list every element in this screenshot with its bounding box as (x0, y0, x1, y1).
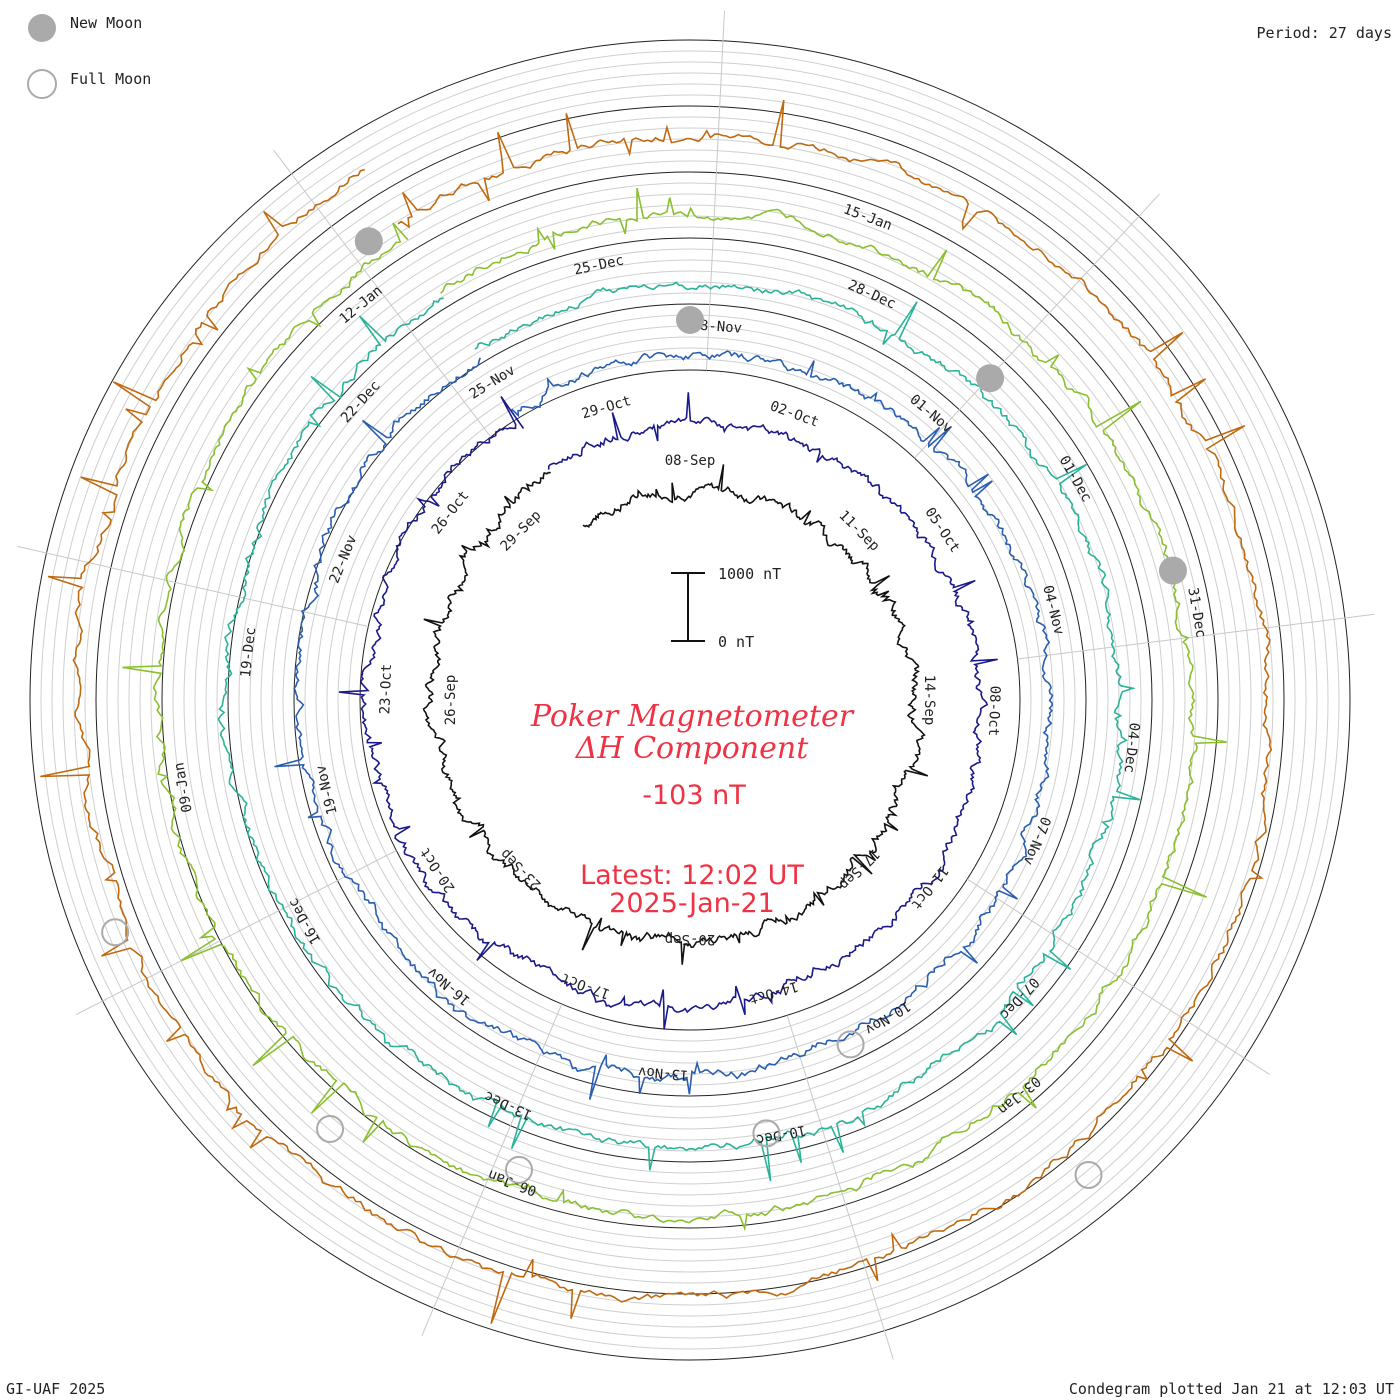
major-grid-ring (293, 303, 1087, 1097)
grid-ring (326, 336, 1054, 1064)
date-label: 20-Oct (417, 844, 459, 895)
trace-ring-1 (422, 464, 929, 965)
full-moon-marker (504, 1155, 533, 1184)
date-label: 19-Dec (238, 626, 259, 678)
date-label: 15-Jan (841, 201, 894, 233)
grid-spoke (75, 850, 397, 1016)
chart-title: Poker Magnetometer (530, 699, 855, 734)
grid-spoke (273, 149, 492, 438)
chart-subtitle: ΔH Component (575, 731, 809, 766)
date-label: 23-Sep (497, 845, 544, 892)
date-label: 22-Dec (338, 378, 384, 426)
major-grid-ring (227, 237, 1153, 1163)
date-label: 04-Nov (1039, 584, 1067, 637)
grid-ring (183, 193, 1197, 1207)
full-moon-marker (316, 1114, 345, 1143)
date-label: 02-Oct (768, 398, 821, 430)
grid-ring (271, 281, 1109, 1119)
full-moon-marker (1074, 1160, 1103, 1189)
grid-ring (51, 61, 1329, 1339)
date-label: 29-Sep (497, 507, 544, 554)
current-value: -103 nT (642, 780, 746, 811)
date-label: 28-Nov (691, 317, 743, 337)
date-label: 17-Oct (559, 969, 612, 1001)
latest-date: 2025-Jan-21 (609, 888, 775, 919)
major-grid-ring (161, 171, 1219, 1229)
scale-top-label: 1000 nT (718, 565, 781, 583)
grid-ring (40, 50, 1340, 1350)
grid-spoke (1017, 613, 1375, 660)
date-label: 29-Oct (580, 393, 633, 422)
date-label: 07-Dec (996, 974, 1042, 1022)
new-moon-marker (976, 364, 1005, 393)
grid-spokes (17, 10, 1375, 1360)
grid-ring (117, 127, 1263, 1273)
grid-ring (84, 94, 1296, 1306)
grid-spoke (914, 193, 1160, 459)
date-label: 26-Sep (443, 675, 459, 726)
data-traces (40, 99, 1273, 1325)
date-label: 04-Dec (1121, 722, 1142, 774)
grid-spoke (421, 1003, 563, 1336)
trace-ring-6 (40, 99, 1273, 1325)
full-moon-marker (101, 918, 130, 947)
date-label: 13-Nov (637, 1063, 689, 1083)
full-moon-marker (836, 1030, 865, 1059)
legend-new-moon-label: New Moon (70, 14, 142, 32)
grid-ring (73, 83, 1307, 1317)
grid-ring (62, 72, 1318, 1328)
new-moon-marker (676, 306, 704, 334)
date-label: 14-Sep (921, 675, 937, 726)
grid-ring (348, 358, 1032, 1042)
date-label: 01-Dec (1056, 453, 1095, 505)
period-label: Period: 27 days (1257, 24, 1392, 42)
grid-ring (172, 182, 1208, 1218)
trace-ring-4 (217, 281, 1141, 1182)
grid-ring (106, 116, 1274, 1284)
date-label: 13-Dec (482, 1087, 535, 1122)
moon-markers (101, 227, 1187, 1189)
date-label: 08-Oct (985, 685, 1003, 736)
date-label: 08-Sep (665, 453, 716, 469)
full-moon-icon (27, 69, 57, 99)
grid-ring (139, 149, 1241, 1251)
date-label: 20-Sep (665, 931, 716, 947)
trace-ring-5 (122, 187, 1227, 1232)
grid-ring (150, 160, 1230, 1240)
date-label: 25-Dec (573, 252, 626, 278)
grid-ring (282, 292, 1098, 1108)
grid-ring (205, 215, 1175, 1185)
grid-ring (216, 226, 1164, 1174)
grid-ring (337, 347, 1043, 1053)
footer-plotted: Condegram plotted Jan 21 at 12:03 UT (1069, 1380, 1394, 1398)
latest-time: Latest: 12:02 UT (580, 860, 804, 891)
trace-ring-2 (338, 392, 998, 1030)
major-grid-ring (359, 369, 1021, 1031)
major-grid-ring (29, 39, 1351, 1361)
grid-spoke (786, 1015, 894, 1360)
footer-credit: GI-UAF 2025 (6, 1380, 105, 1398)
grid-spoke (17, 545, 369, 628)
date-label: 17-Sep (835, 845, 882, 892)
date-label: 11-Oct (907, 863, 951, 913)
grid-ring (249, 259, 1131, 1141)
date-label: 05-Oct (921, 505, 963, 556)
trace-ring-3 (274, 350, 1054, 1100)
date-label: 28-Dec (845, 277, 898, 312)
grid-ring (238, 248, 1142, 1152)
date-label: 23-Oct (377, 664, 395, 715)
new-moon-marker (1158, 556, 1187, 585)
date-label: 12-Jan (337, 283, 386, 328)
grid-ring (194, 204, 1186, 1196)
full-moon-marker (752, 1119, 781, 1148)
date-label: 03-Jan (994, 1073, 1043, 1118)
scale-bottom-label: 0 nT (718, 633, 754, 651)
new-moon-marker (354, 227, 383, 256)
new-moon-icon (28, 14, 56, 42)
date-label: 14-Oct (747, 978, 800, 1007)
grid-spoke (705, 10, 725, 371)
legend-full-moon-label: Full Moon (70, 70, 151, 88)
